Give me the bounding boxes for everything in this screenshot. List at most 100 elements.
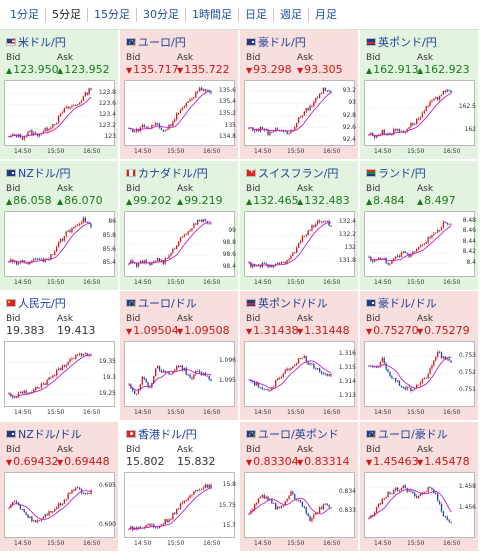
pair-name[interactable]: 人民元/円: [18, 297, 66, 310]
pair-name[interactable]: NZドル/円: [18, 166, 71, 180]
rate-card[interactable]: ユーロ/英ポンド Bid Ask ▼0.83304 ▼0.83314 0.834 0.833…: [240, 421, 359, 552]
pair-name[interactable]: ユーロ/ドル: [138, 297, 197, 310]
pair-name[interactable]: 豪ドル/円: [258, 36, 306, 49]
price-chart[interactable]: 15.8 15.75 15.7: [124, 471, 236, 538]
candle: [200, 87, 203, 91]
candle: [54, 250, 56, 255]
pair-name[interactable]: ユーロ/英ポンド: [258, 427, 339, 441]
pair-title[interactable]: カナダドル/円: [126, 165, 208, 181]
pair-title[interactable]: 英ポンド/ドル: [246, 295, 328, 311]
tab-3[interactable]: 30分足: [143, 7, 179, 21]
rate-card[interactable]: 豪ドル/ドル Bid Ask ▼0.75270 ▼0.75279 0.753 0.752 0.…: [360, 291, 479, 421]
pair-title[interactable]: 英ポンド/円: [366, 34, 437, 50]
candle: [137, 389, 140, 394]
tab-2[interactable]: 15分足: [94, 7, 130, 21]
candle: [303, 235, 305, 237]
tab-0[interactable]: 1分足: [10, 7, 39, 21]
price-chart[interactable]: 99 98.8 98.6 98.4: [124, 210, 236, 277]
pair-name[interactable]: ランド/円: [378, 166, 426, 180]
price-chart[interactable]: 162.5 162: [364, 80, 476, 146]
rate-card[interactable]: カナダドル/円 Bid Ask ▲99.202 ▲99.219 99 98.8 98.6 98.…: [120, 160, 239, 291]
rate-card[interactable]: ランド/円 Bid Ask ▲8.484 ▲8.497 8.48 8.46 8.44 8.42 8…: [360, 160, 479, 291]
pair-name[interactable]: 英ポンド/ドル: [258, 297, 328, 310]
price-chart[interactable]: 1.096 1.095: [124, 341, 236, 407]
rate-card[interactable]: 香港ドル/円 Bid Ask 15.802 15.832 15.8 15.75 15.7 14:…: [120, 421, 239, 552]
pair-name[interactable]: 豪ドル/ドル: [378, 297, 437, 310]
rate-card[interactable]: NZドル/ドル Bid Ask ▼0.69432 ▼0.69448 0.695 0.690 1…: [0, 421, 119, 552]
pair-title[interactable]: ランド/円: [366, 165, 426, 181]
price-chart[interactable]: 0.834 0.833: [244, 471, 356, 538]
rate-card[interactable]: NZドル/円 Bid Ask ▲86.058 ▲86.070 86 85.8 85.6 85.4…: [0, 160, 119, 291]
pair-name[interactable]: ユーロ/豪ドル: [378, 427, 448, 441]
candle: [294, 364, 296, 367]
price-chart[interactable]: 123.8 123.6 123.4 123.2 123: [4, 80, 116, 146]
candle: [15, 500, 18, 503]
rate-card[interactable]: ユーロ/豪ドル Bid Ask ▼1.45463 ▼1.45478 1.458 1.456 1…: [360, 421, 479, 552]
pair-name[interactable]: NZドル/ドル: [18, 427, 82, 441]
candle: [174, 119, 176, 122]
tab-4[interactable]: 1時間足: [192, 7, 232, 21]
price-chart[interactable]: 86 85.8 85.6 85.4: [4, 210, 116, 277]
rate-card[interactable]: 英ポンド/ドル Bid Ask ▼1.31438 ▼1.31448 1.316 1.315 1…: [240, 291, 359, 421]
pair-name[interactable]: 米ドル/円: [18, 36, 66, 49]
pair-title[interactable]: 人民元/円: [6, 295, 66, 311]
y-tick-label: 1.315: [338, 364, 356, 372]
pair-name[interactable]: スイスフラン/円: [258, 166, 339, 180]
candle: [151, 523, 153, 526]
price-chart[interactable]: 132.4 132.2 132 131.8: [244, 210, 356, 277]
rate-card[interactable]: ユーロ/円 Bid Ask ▼135.717 ▼135.722 135.6 135.4 135…: [120, 30, 239, 160]
tab-5[interactable]: 日足: [245, 7, 267, 21]
pair-name[interactable]: ユーロ/円: [138, 36, 186, 49]
price-chart[interactable]: 8.48 8.46 8.44 8.42 8.4: [364, 210, 476, 277]
pair-title[interactable]: ユーロ/円: [126, 34, 186, 50]
price-chart[interactable]: 0.753 0.752 0.751: [364, 341, 476, 407]
rate-card[interactable]: ユーロ/ドル Bid Ask ▼1.09504 ▼1.09508 1.096 1.095 14…: [120, 291, 239, 421]
candle: [417, 384, 420, 386]
pair-title[interactable]: 豪ドル/円: [246, 34, 306, 50]
pair-title[interactable]: 豪ドル/ドル: [366, 295, 437, 311]
candle: [404, 250, 406, 253]
pair-name[interactable]: 英ポンド/円: [378, 36, 437, 49]
price-chart[interactable]: 1.458 1.456: [364, 471, 476, 538]
candle: [450, 223, 452, 225]
candle: [313, 224, 315, 227]
candle: [14, 500, 16, 502]
candle: [158, 525, 161, 528]
tab-separator: [185, 7, 186, 22]
candle: [90, 88, 92, 90]
price-chart[interactable]: 135.6 135.4 135.2 135 134.8: [124, 80, 236, 146]
pair-name[interactable]: 香港ドル/円: [138, 427, 197, 441]
rate-card[interactable]: スイスフラン/円BidAsk▲132.465▲132.483132.4132.2…: [240, 160, 359, 291]
ask-price: 0.75279: [424, 324, 470, 337]
candle: [395, 378, 397, 382]
pair-title[interactable]: 香港ドル/円: [126, 426, 197, 442]
pair-title[interactable]: NZドル/ドル: [6, 426, 81, 442]
rate-card[interactable]: 米ドル/円 Bid Ask ▲123.950 ▲123.952 123.8 123.6 123…: [0, 30, 119, 160]
pair-title[interactable]: ユーロ/豪ドル: [366, 426, 448, 442]
rate-card[interactable]: 人民元/円 Bid Ask 19.383 19.413 19.35 19.3 19.25 14:…: [0, 291, 119, 421]
price-chart[interactable]: 0.695 0.690: [4, 471, 116, 538]
candle: [132, 128, 134, 133]
pair-title[interactable]: ユーロ/英ポンド: [246, 426, 339, 442]
pair-title[interactable]: 米ドル/円: [6, 34, 66, 50]
y-tick-label: 0.690: [98, 521, 116, 529]
candle: [139, 384, 142, 390]
candle: [317, 368, 319, 370]
rate-card[interactable]: 豪ドル/円 Bid Ask ▼93.298 ▼93.305 93.2 93 92.8 92.6 9…: [240, 30, 359, 160]
price-chart[interactable]: 1.316 1.315 1.314 1.313: [244, 341, 356, 407]
pair-name[interactable]: カナダドル/円: [138, 166, 208, 180]
pair-title[interactable]: スイスフラン/円: [246, 165, 338, 181]
pair-title[interactable]: ユーロ/ドル: [126, 295, 197, 311]
candle: [14, 397, 16, 399]
candle: [86, 492, 88, 494]
tab-7[interactable]: 月足: [315, 7, 337, 21]
candle: [326, 503, 328, 505]
pair-title[interactable]: NZドル/円: [6, 165, 70, 181]
tab-6[interactable]: 週足: [280, 7, 302, 21]
tab-1[interactable]: 5分足: [52, 7, 81, 21]
rate-card[interactable]: 英ポンド/円 Bid Ask ▲162.913 ▲162.923 162.5 162 14:5…: [360, 30, 479, 160]
price-chart[interactable]: 19.35 19.3 19.25: [4, 341, 116, 407]
moving-average-line: [128, 221, 212, 264]
ask-label: Ask: [297, 53, 314, 63]
price-chart[interactable]: 93.2 93 92.8 92.6 92.4: [244, 80, 356, 146]
